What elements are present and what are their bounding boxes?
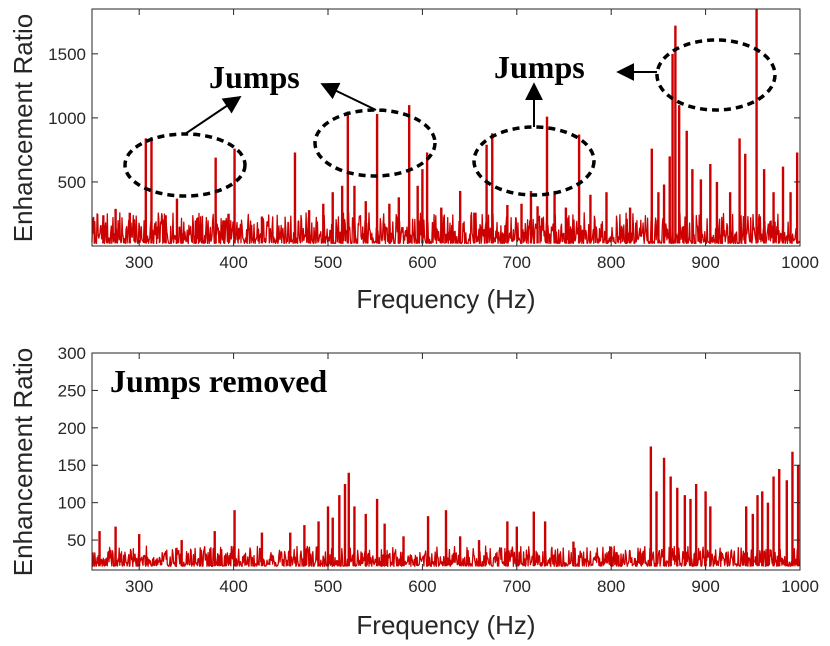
- top-x-tick-label: 800: [597, 253, 625, 272]
- arrow-1: [184, 95, 242, 135]
- top-x-tick-label: 1000: [781, 253, 819, 272]
- top-x-ticks: 300 400 500 600 700 800 900 1000: [125, 9, 819, 272]
- bottom-x-tick-label: 600: [408, 577, 436, 596]
- jumps-removed-label: Jumps removed: [110, 363, 327, 399]
- top-x-tick-label: 500: [314, 253, 342, 272]
- top-y-tick-label: 1500: [48, 45, 86, 64]
- bottom-y-tick-label: 100: [58, 494, 86, 513]
- top-x-tick-label: 300: [125, 253, 153, 272]
- top-y-tick-label: 1000: [48, 109, 86, 128]
- bottom-x-axis-label: Frequency (Hz): [356, 610, 535, 640]
- bottom-y-ticks: 50 100 150 200 250 300: [58, 344, 800, 550]
- top-x-tick-label: 400: [219, 253, 247, 272]
- bottom-x-tick-label: 400: [219, 577, 247, 596]
- jumps-label-2: Jumps: [494, 49, 585, 85]
- top-axes-box: [91, 8, 801, 247]
- bottom-x-tick-label: 300: [125, 577, 153, 596]
- top-x-tick-label: 700: [503, 253, 531, 272]
- bottom-axes-box: [91, 352, 801, 571]
- bottom-x-tick-label: 900: [691, 577, 719, 596]
- bottom-y-axis-label: Enhancement Ratio: [8, 348, 38, 576]
- top-y-axis-label: Enhancement Ratio: [8, 14, 38, 242]
- top-annotations: Jumps Jumps: [123, 38, 777, 198]
- bottom-x-tick-label: 700: [503, 577, 531, 596]
- top-series-line: [91, 212, 801, 245]
- top-x-tick-label: 600: [408, 253, 436, 272]
- bottom-x-tick-label: 1000: [781, 577, 819, 596]
- top-y-tick-label: 500: [58, 173, 86, 192]
- jump-ellipse-2: [313, 108, 437, 178]
- bottom-panel: 300 400 500 600 700 800 900 1000 50 100 150 200 250…: [8, 344, 819, 640]
- bottom-y-tick-label: 50: [67, 531, 86, 550]
- bottom-y-tick-label: 200: [58, 419, 86, 438]
- top-y-ticks: 500 1000 1500: [48, 45, 800, 192]
- top-panel: 300 400 500 600 700 800 900 1000 500 1000 1500 Fr…: [8, 8, 819, 314]
- bottom-x-tick-label: 800: [597, 577, 625, 596]
- bottom-y-tick-label: 300: [58, 344, 86, 363]
- bottom-y-tick-label: 250: [58, 381, 86, 400]
- top-series: [91, 9, 801, 245]
- bottom-series: [91, 446, 801, 567]
- jump-ellipse-4: [655, 38, 777, 112]
- jumps-label-1: Jumps: [209, 59, 300, 95]
- top-x-axis-label: Frequency (Hz): [356, 284, 535, 314]
- bottom-y-tick-label: 150: [58, 456, 86, 475]
- top-plot-area: [92, 9, 800, 246]
- bottom-x-ticks: 300 400 500 600 700 800 900 1000: [125, 353, 819, 596]
- jump-ellipse-3: [472, 125, 596, 197]
- arrow-2: [320, 82, 377, 111]
- bottom-x-tick-label: 500: [314, 577, 342, 596]
- top-x-tick-label: 900: [691, 253, 719, 272]
